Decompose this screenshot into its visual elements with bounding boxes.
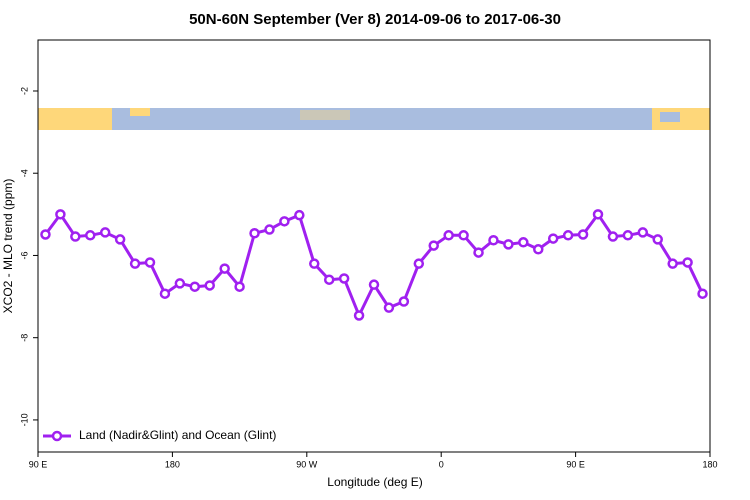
plot-frame xyxy=(37,39,711,453)
data-point xyxy=(682,257,693,268)
y-tick-label: -6 xyxy=(19,251,29,259)
data-point xyxy=(338,273,350,284)
data-point xyxy=(368,279,380,290)
data-point xyxy=(547,233,559,244)
data-point xyxy=(428,240,439,251)
data-point xyxy=(189,281,201,292)
data-point xyxy=(458,230,469,241)
data-point xyxy=(70,231,81,242)
data-point xyxy=(533,244,544,255)
y-tick-label: -4 xyxy=(19,169,29,177)
y-tick-label: -10 xyxy=(19,413,29,426)
data-point xyxy=(249,228,260,239)
data-point xyxy=(85,230,96,241)
data-point xyxy=(697,288,708,299)
data-point xyxy=(264,224,275,235)
data-point xyxy=(473,247,484,258)
data-point xyxy=(159,288,171,299)
legend-marker xyxy=(51,430,63,442)
data-point xyxy=(622,230,634,241)
data-point xyxy=(174,278,186,289)
data-point xyxy=(294,209,305,221)
data-point xyxy=(114,234,126,245)
data-point xyxy=(443,230,454,241)
x-axis-label: Longitude (deg E) xyxy=(327,475,422,489)
y-tick-label: -8 xyxy=(19,334,29,342)
data-point xyxy=(204,280,215,291)
chart-title: 50N-60N September (Ver 8) 2014-09-06 to … xyxy=(189,11,561,28)
x-tick-label: 180 xyxy=(702,459,717,469)
x-tick-label: 90 W xyxy=(296,459,318,469)
data-point xyxy=(592,209,604,220)
y-axis-label: XCO2 - MLO trend (ppm) xyxy=(1,179,15,314)
map-strip xyxy=(38,108,710,130)
data-point xyxy=(503,239,514,250)
y-tick-label: -2 xyxy=(19,87,29,95)
data-point xyxy=(637,227,649,238)
data-point xyxy=(99,227,111,238)
data-point xyxy=(413,258,425,269)
data-point xyxy=(398,296,410,307)
data-point xyxy=(353,310,365,321)
data-point xyxy=(279,216,290,227)
data-point xyxy=(518,237,529,248)
data-point xyxy=(309,258,320,269)
x-tick-label: 90 E xyxy=(566,459,585,469)
data-point xyxy=(577,229,589,240)
x-tick-label: 90 E xyxy=(29,459,48,469)
data-point xyxy=(129,258,141,269)
data-point xyxy=(607,231,619,242)
data-point xyxy=(144,257,156,268)
data-point xyxy=(488,234,499,246)
data-point xyxy=(55,209,66,220)
data-point xyxy=(234,281,245,292)
data-point xyxy=(323,274,335,285)
data-point xyxy=(652,234,663,245)
x-tick-label: 180 xyxy=(165,459,180,469)
data-point xyxy=(562,230,574,241)
data-point xyxy=(219,263,230,274)
data-point xyxy=(40,229,51,240)
x-tick-label: 0 xyxy=(439,459,444,469)
data-point xyxy=(383,302,395,313)
legend-label: Land (Nadir&Glint) and Ocean (Glint) xyxy=(79,428,276,442)
data-point xyxy=(667,258,678,269)
